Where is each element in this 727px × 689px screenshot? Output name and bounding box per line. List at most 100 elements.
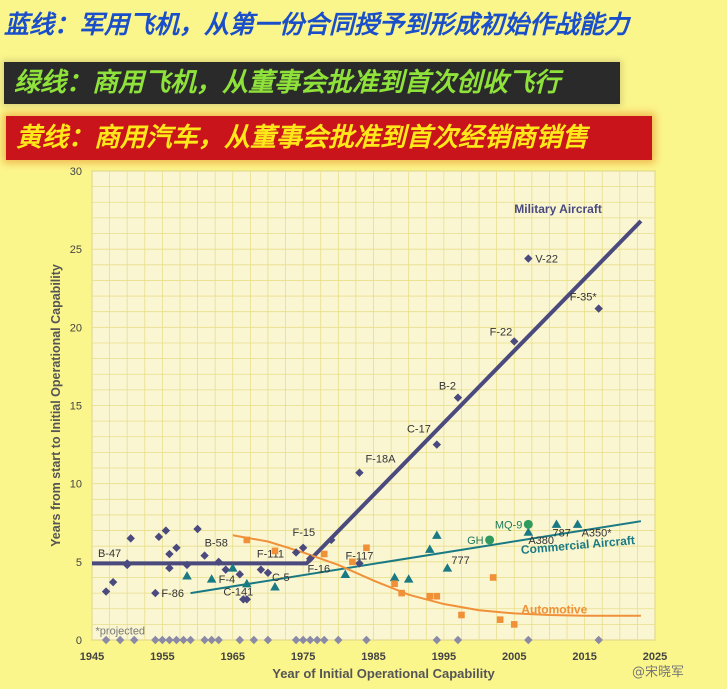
point-label: 777 <box>451 555 469 567</box>
automotive-point <box>398 589 405 597</box>
baseline-diamond-point <box>165 635 174 645</box>
trend-line-commercial-aircraft <box>190 520 642 595</box>
baseline-diamond-point <box>320 635 329 645</box>
y-tick-label: 20 <box>70 322 82 334</box>
military-aircraft-point <box>214 557 223 567</box>
banner-commercial-caption: 绿线：商用飞机，从董事会批准到首次创收飞行 <box>4 62 620 104</box>
baseline-diamond-point <box>594 635 603 645</box>
commercial-aircraft-circle-point <box>523 519 533 529</box>
baseline-diamond-point <box>334 635 343 645</box>
military-aircraft-point <box>165 563 174 573</box>
watermark: @宋晓军 <box>632 665 685 680</box>
commercial-aircraft-point <box>403 574 414 583</box>
commercial-aircraft-point <box>242 578 252 588</box>
y-tick-label: 25 <box>70 244 82 256</box>
baseline-diamond-point <box>130 635 139 645</box>
baseline-diamond-point <box>151 635 160 645</box>
y-tick-label: 5 <box>76 557 82 569</box>
baseline-diamond-point <box>298 635 308 645</box>
military-aircraft-point <box>122 559 132 568</box>
point-label: B-2 <box>439 381 456 393</box>
automotive-point <box>349 558 356 566</box>
baseline-diamond-point <box>172 635 181 645</box>
commercial-aircraft-point <box>227 563 238 572</box>
military-aircraft-point <box>101 587 111 596</box>
baseline-diamond-point <box>524 635 533 645</box>
x-tick-label: 1965 <box>221 651 245 663</box>
automotive-point <box>510 621 518 628</box>
commercial-aircraft-point <box>182 571 192 580</box>
baseline-diamond-point <box>291 635 301 645</box>
point-label: V-22 <box>535 254 558 266</box>
military-aircraft-point <box>193 524 202 534</box>
baseline-diamond-point <box>313 635 322 645</box>
baseline-diamond-point <box>207 635 216 645</box>
baseline-diamond-point <box>200 635 209 645</box>
x-tick-label: 1955 <box>150 651 174 663</box>
baseline-diamond-point <box>453 635 463 645</box>
military-aircraft-point <box>291 548 301 557</box>
commercial-aircraft-point <box>389 572 400 582</box>
banner-automotive-caption: 黄线：商用汽车，从董事会批准到首次经销商销售 <box>6 116 652 160</box>
military-aircraft-point <box>221 565 230 574</box>
baseline-diamond-point <box>263 635 273 645</box>
military-aircraft-point <box>510 337 519 346</box>
baseline-diamond-point <box>235 635 244 645</box>
x-tick-label: 1945 <box>80 651 104 663</box>
point-label: F-35* <box>570 292 598 304</box>
baseline-diamond-point <box>362 635 371 645</box>
automotive-point <box>320 550 328 558</box>
y-tick-label: 0 <box>76 635 82 647</box>
commercial-aircraft-point <box>572 519 583 528</box>
x-tick-label: 1975 <box>291 651 315 663</box>
military-aircraft-point <box>432 440 442 449</box>
banner-military-caption: 蓝线：军用飞机，从第一份合同授予到形成初始作战能力 <box>4 10 630 39</box>
baseline-diamond-point <box>249 635 259 645</box>
commercial-aircraft-point <box>270 582 280 591</box>
point-label: GH <box>467 535 484 547</box>
automotive-point <box>496 616 504 623</box>
military-aircraft-point <box>355 468 364 477</box>
x-tick-label: 1995 <box>432 651 456 663</box>
x-tick-label: 2015 <box>572 651 596 663</box>
point-label: MQ-9 <box>495 519 523 531</box>
point-label: C-17 <box>407 424 431 436</box>
series-label: Automotive <box>521 602 587 616</box>
baseline-diamond-point <box>115 635 125 645</box>
point-label: F-111 <box>257 549 284 561</box>
baseline-diamond-point <box>158 635 167 645</box>
military-aircraft-point <box>242 595 252 604</box>
y-axis-label: Years from start to Initial Operational … <box>49 264 63 547</box>
military-aircraft-point <box>108 577 118 587</box>
commercial-aircraft-point <box>425 544 435 553</box>
point-label: C-141 <box>223 586 253 598</box>
military-aircraft-point <box>126 534 135 543</box>
military-aircraft-point <box>161 526 171 535</box>
military-aircraft-point <box>524 254 533 263</box>
military-aircraft-point <box>355 559 364 568</box>
military-aircraft-point <box>298 543 308 552</box>
automotive-point <box>243 536 251 544</box>
automotive-point <box>489 574 497 581</box>
military-aircraft-point <box>327 535 336 545</box>
military-aircraft-point <box>235 570 244 579</box>
military-aircraft-point <box>453 393 463 402</box>
point-label: F-16 <box>308 564 331 576</box>
point-label: F-22 <box>490 326 513 338</box>
point-label: B-58 <box>205 538 228 550</box>
military-aircraft-point <box>154 532 164 542</box>
commercial-aircraft-point <box>523 527 534 536</box>
commercial-aircraft-point <box>551 519 562 528</box>
point-label: 787 <box>552 527 570 539</box>
x-tick-label: 2025 <box>643 651 667 663</box>
baseline-diamond-point <box>101 635 111 645</box>
automotive-point <box>271 547 279 555</box>
point-label: F-4 <box>219 574 236 586</box>
point-label: B-47 <box>98 548 121 560</box>
series-label: Military Aircraft <box>514 202 602 216</box>
y-tick-label: 10 <box>70 479 82 491</box>
military-aircraft-point <box>172 543 181 552</box>
automotive-point <box>433 592 441 600</box>
footnote: *projected <box>96 626 146 638</box>
